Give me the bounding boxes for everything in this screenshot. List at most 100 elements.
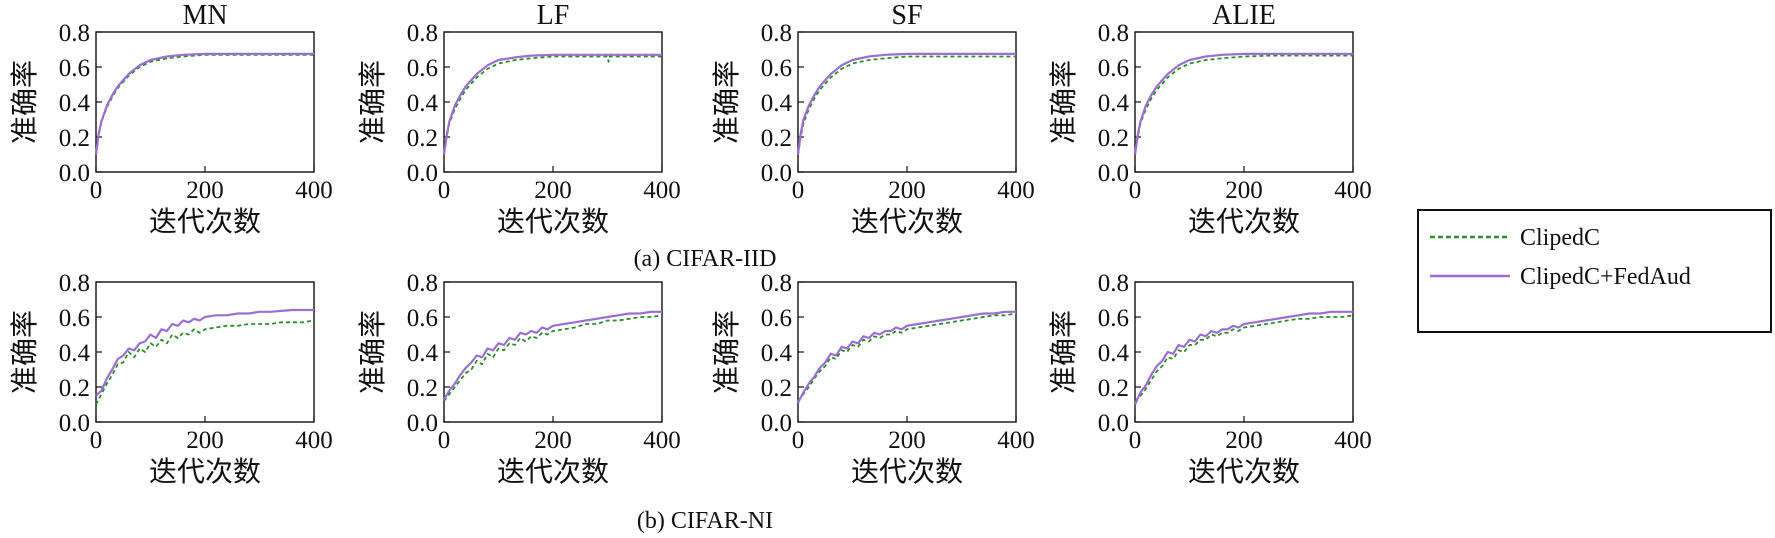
y-axis-title: 准确率 xyxy=(711,310,743,394)
y-tick-label: 0.0 xyxy=(1098,160,1129,187)
x-tick-label: 0 xyxy=(792,427,805,454)
series-line-clipedc xyxy=(443,314,663,402)
y-tick-label: 0.0 xyxy=(1098,410,1129,437)
y-tick-label: 0.6 xyxy=(761,305,792,332)
x-tick-label: 400 xyxy=(295,427,333,454)
x-axis-title: 迭代次数 xyxy=(149,206,261,238)
series-line-clipedc-fedaud xyxy=(95,308,314,397)
x-tick-label: 400 xyxy=(997,427,1035,454)
y-axis-title: 准确率 xyxy=(1048,310,1080,394)
x-axis-title: 迭代次数 xyxy=(851,456,963,488)
y-axis-title: 准确率 xyxy=(357,310,389,394)
x-tick-label: 200 xyxy=(888,427,926,454)
y-tick-label: 0.4 xyxy=(407,90,439,117)
legend: ClipedC ClipedC+FedAud xyxy=(1417,209,1772,333)
x-tick-label: 0 xyxy=(90,427,103,454)
y-tick-label: 0.6 xyxy=(59,55,90,82)
series-line-clipedc-fedaud xyxy=(796,52,1016,155)
y-tick-label: 0.8 xyxy=(761,270,792,297)
y-axis-title: 准确率 xyxy=(9,310,41,394)
x-axis-title: 迭代次数 xyxy=(1188,456,1300,488)
x-axis-title: 迭代次数 xyxy=(851,206,963,238)
panel-title: MN xyxy=(182,0,227,31)
chart-panel-4: 0.0 0.2 0.4 0.6 0.8 0 200 400 迭代次数 准确率 ALIE xyxy=(1048,0,1372,238)
y-tick-label: 0.8 xyxy=(59,20,90,47)
chart-panel-3: 0.0 0.2 0.4 0.6 0.8 0 200 400 迭代次数 准确率 SF xyxy=(711,0,1035,238)
series-line-clipedc-fedaud xyxy=(94,52,314,155)
x-tick-label: 200 xyxy=(534,427,572,454)
y-tick-label: 0.6 xyxy=(59,305,90,332)
chart-panels: 0.00.20.40.60.80 200 400迭代次数准确率MN0.00.20.4… xyxy=(9,0,1372,488)
chart-panel-6: 0.0 0.2 0.4 0.6 0.8 0 200 400 迭代次数 准确率 xyxy=(357,270,681,488)
y-tick-label: 0.6 xyxy=(407,305,438,332)
y-tick-label: 0.0 xyxy=(59,160,90,187)
y-axis-title: 准确率 xyxy=(357,60,389,144)
series-line-clipedc-fedaud xyxy=(1133,310,1353,405)
series-line-clipedc-fedaud xyxy=(797,310,1016,404)
y-tick-label: 0.4 xyxy=(1098,90,1130,117)
chart-panel-5: 0.0 0.2 0.4 0.6 0.8 0 200 400 迭代次数 准确率 xyxy=(9,270,333,488)
x-axis-title: 迭代次数 xyxy=(497,456,609,488)
x-tick-label: 400 xyxy=(643,177,681,204)
y-tick-label: 0.0 xyxy=(59,410,90,437)
y-tick-label: 0.0 xyxy=(761,410,792,437)
y-tick-label: 0.8 xyxy=(407,270,438,297)
series-line-clipedc xyxy=(1134,54,1353,155)
legend-label-clipedc-fedaud: ClipedC+FedAud xyxy=(1520,264,1691,290)
x-tick-label: 0 xyxy=(90,177,103,204)
x-tick-label: 200 xyxy=(186,177,224,204)
x-tick-label: 200 xyxy=(888,177,926,204)
y-tick-label: 0.2 xyxy=(59,125,90,152)
panel-title: ALIE xyxy=(1212,0,1276,31)
panel-title: LF xyxy=(537,0,570,31)
y-tick-label: 0.4 xyxy=(407,340,439,367)
y-tick-label: 0.6 xyxy=(1098,55,1129,82)
y-tick-label: 0.2 xyxy=(1098,375,1129,402)
series-line-clipedc xyxy=(797,55,1016,155)
y-tick-label: 0.8 xyxy=(761,20,792,47)
y-tick-label: 0.8 xyxy=(1098,20,1129,47)
series-line-clipedc xyxy=(797,312,1017,402)
x-tick-label: 0 xyxy=(438,177,451,204)
plot-frame xyxy=(443,31,663,173)
y-tick-label: 0.6 xyxy=(1098,305,1129,332)
legend-box xyxy=(1417,209,1772,333)
panel-title: SF xyxy=(891,0,922,31)
series-line-clipedc-fedaud xyxy=(1133,52,1353,155)
y-tick-label: 0.0 xyxy=(407,160,438,187)
series-line-clipedc xyxy=(1134,314,1354,402)
chart-panel-7: 0.0 0.2 0.4 0.6 0.8 0 200 400 迭代次数 准确率 xyxy=(711,270,1035,488)
x-tick-label: 400 xyxy=(295,177,333,204)
x-tick-label: 400 xyxy=(643,427,681,454)
y-tick-label: 0.4 xyxy=(59,90,91,117)
y-tick-label: 0.0 xyxy=(761,160,792,187)
x-axis-title: 迭代次数 xyxy=(149,456,261,488)
y-tick-label: 0.0 xyxy=(407,410,438,437)
y-tick-label: 0.2 xyxy=(761,125,792,152)
x-tick-label: 200 xyxy=(1225,177,1263,204)
y-tick-label: 0.8 xyxy=(1098,270,1129,297)
chart-panel-8: 0.0 0.2 0.4 0.6 0.8 0 200 400 迭代次数 准确率 xyxy=(1048,270,1372,488)
plot-frame xyxy=(797,281,1017,423)
y-axis-title: 准确率 xyxy=(711,60,743,144)
x-axis-title: 迭代次数 xyxy=(497,206,609,238)
y-tick-label: 0.6 xyxy=(761,55,792,82)
y-tick-label: 0.6 xyxy=(407,55,438,82)
plot-frame xyxy=(443,281,663,423)
y-tick-label: 0.2 xyxy=(59,375,90,402)
y-tick-label: 0.2 xyxy=(1098,125,1129,152)
y-tick-label: 0.8 xyxy=(59,270,90,297)
x-tick-label: 200 xyxy=(186,427,224,454)
y-tick-label: 0.2 xyxy=(407,125,438,152)
series-line-clipedc-fedaud xyxy=(442,53,662,155)
series-line-clipedc xyxy=(95,53,314,155)
x-axis-title: 迭代次数 xyxy=(1188,206,1300,238)
x-tick-label: 0 xyxy=(1129,177,1142,204)
x-tick-label: 400 xyxy=(1334,427,1372,454)
y-tick-label: 0.4 xyxy=(761,90,793,117)
chart-panel-1: 0.0 0.2 0.4 0.6 0.8 0 200 400 迭代次数 准确率 MN xyxy=(9,0,333,238)
y-axis-title: 准确率 xyxy=(1048,60,1080,144)
series-line-clipedc-fedaud xyxy=(443,310,662,400)
y-tick-label: 0.8 xyxy=(407,20,438,47)
